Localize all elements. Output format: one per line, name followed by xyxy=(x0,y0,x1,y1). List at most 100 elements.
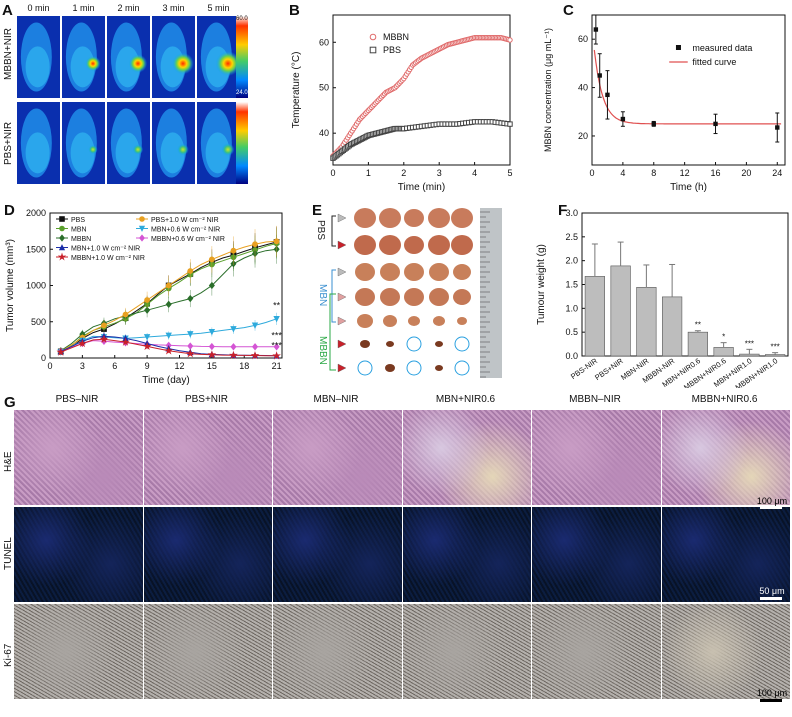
legend-marker xyxy=(139,216,145,222)
mouse-core xyxy=(70,132,95,174)
panel-a-label: A xyxy=(2,2,13,19)
bar xyxy=(687,331,708,357)
tumor xyxy=(354,235,376,255)
tumor xyxy=(451,208,473,228)
x-axis-label: Time (day) xyxy=(142,375,189,386)
thermal-hotspot xyxy=(85,55,101,72)
tunel-stain-image xyxy=(402,507,531,602)
ruler xyxy=(480,208,502,378)
absent-tumor-circle xyxy=(454,336,470,352)
data-point xyxy=(208,329,216,336)
y-tick-label: 40 xyxy=(319,128,329,138)
x-tick-label: 2 xyxy=(401,168,406,178)
legend-marker xyxy=(139,234,145,242)
mouse-core xyxy=(70,46,95,88)
data-point xyxy=(273,343,280,351)
bar xyxy=(662,296,683,357)
legend-marker xyxy=(59,234,65,242)
scale-label-tunel: 50 μm xyxy=(759,586,785,596)
group-label-mbbn: MBBN xyxy=(317,336,328,365)
data-point xyxy=(99,334,109,343)
tumor xyxy=(404,209,424,227)
group-arrow xyxy=(337,339,347,349)
y-axis-label: Tumour weight (g) xyxy=(536,244,547,325)
panel-d: D 0 3 6 9 12 15 18 21 0 500 1000 1500 2000 Time (day)… xyxy=(0,198,290,388)
panel-e-label: E xyxy=(312,202,323,219)
tumor xyxy=(386,341,394,347)
mouse-core xyxy=(205,132,230,174)
group-arrow xyxy=(337,267,347,277)
series-line xyxy=(57,312,280,356)
time-label: 2 min xyxy=(117,3,140,13)
data-point xyxy=(251,343,259,351)
series-pbs xyxy=(330,119,513,161)
thermal-image-grid xyxy=(17,16,248,184)
legend-label: MBN+1.0 W cm⁻² NIR xyxy=(71,246,140,253)
plot-frame xyxy=(591,14,786,166)
data-point xyxy=(165,282,172,289)
y-tick-label: 40 xyxy=(578,83,588,93)
y-tick-label: 0.5 xyxy=(565,327,578,337)
significance-mark: ** xyxy=(273,301,281,311)
thermal-hotspot xyxy=(177,143,189,156)
data-point xyxy=(713,121,718,127)
data-point xyxy=(229,350,238,360)
x-tick-label: 8 xyxy=(651,168,656,178)
series-line xyxy=(56,334,281,360)
thermal-hotspot xyxy=(215,51,241,76)
bar xyxy=(739,353,760,357)
legend-label: MBBN+1.0 W cm⁻² NIR xyxy=(71,255,145,262)
significance-mark: *** xyxy=(770,343,779,352)
bar xyxy=(636,287,657,357)
x-tick-label: 1 xyxy=(366,168,371,178)
data-point xyxy=(507,37,513,43)
data-point xyxy=(208,342,215,351)
y-tick-label: 50 xyxy=(319,83,329,93)
x-tick-label: 21 xyxy=(272,361,282,371)
absent-tumor-circle xyxy=(406,336,422,352)
data-point xyxy=(230,247,237,254)
y-axis-label: Temperature (°C) xyxy=(291,52,302,129)
row-label-pbs: PBS+NIR xyxy=(3,121,14,165)
absent-tumor-circle xyxy=(406,360,422,376)
legend-label: PBS xyxy=(383,45,401,55)
absent-tumor-circle xyxy=(357,360,373,376)
data-point xyxy=(507,121,513,127)
tumor xyxy=(380,263,400,281)
ki67-stain-image xyxy=(273,604,402,699)
legend-marker xyxy=(59,225,65,232)
x-axis-label: Time (min) xyxy=(398,182,445,193)
tumor xyxy=(453,264,471,280)
significance-mark: * xyxy=(722,333,725,342)
tumor-volume-chart: 0 3 6 9 12 15 18 21 0 500 1000 1500 2000 Time (day) Tu… xyxy=(5,208,283,386)
group-label-pbs: PBS xyxy=(315,220,326,241)
row-label-mbbn: MBBN+NIR xyxy=(3,28,14,80)
scale-label-he: 100 μm xyxy=(756,496,788,506)
data-point xyxy=(207,350,217,359)
y-tick-label: 1500 xyxy=(26,244,46,254)
panel-d-label: D xyxy=(4,202,15,219)
panel-c: C 0 4 8 12 16 20 24 20 40 60 Time (h) MBBN concentr… xyxy=(535,0,792,200)
legend-label: MBN+0.6 W cm⁻² NIR xyxy=(151,227,220,234)
group-arrow xyxy=(337,292,347,302)
data-point xyxy=(272,351,281,360)
data-point xyxy=(605,92,610,98)
panel-f: F 0.0 0.5 1.0 1.5 2.0 2.5 3.0 Tumour weight (g)… xyxy=(530,198,792,388)
tunel-stain-image xyxy=(661,507,790,602)
data-point xyxy=(121,337,130,346)
colorbar-min-label: 24.0 xyxy=(236,90,248,96)
plot-frame xyxy=(332,14,511,166)
ki67-stain-image xyxy=(402,604,531,699)
x-tick-label: 3 xyxy=(80,361,85,371)
data-point xyxy=(250,351,260,360)
tumor xyxy=(435,341,443,347)
data-point xyxy=(187,331,194,338)
absent-tumor-circle xyxy=(454,360,470,376)
significance-mark: ** xyxy=(695,321,701,330)
significance-mark: *** xyxy=(271,330,282,340)
tumor xyxy=(429,263,449,281)
data-point xyxy=(273,315,280,323)
column-header: MBN+NIR0.6 xyxy=(435,394,496,405)
tumor xyxy=(429,288,449,306)
x-tick-label: 20 xyxy=(741,168,751,178)
